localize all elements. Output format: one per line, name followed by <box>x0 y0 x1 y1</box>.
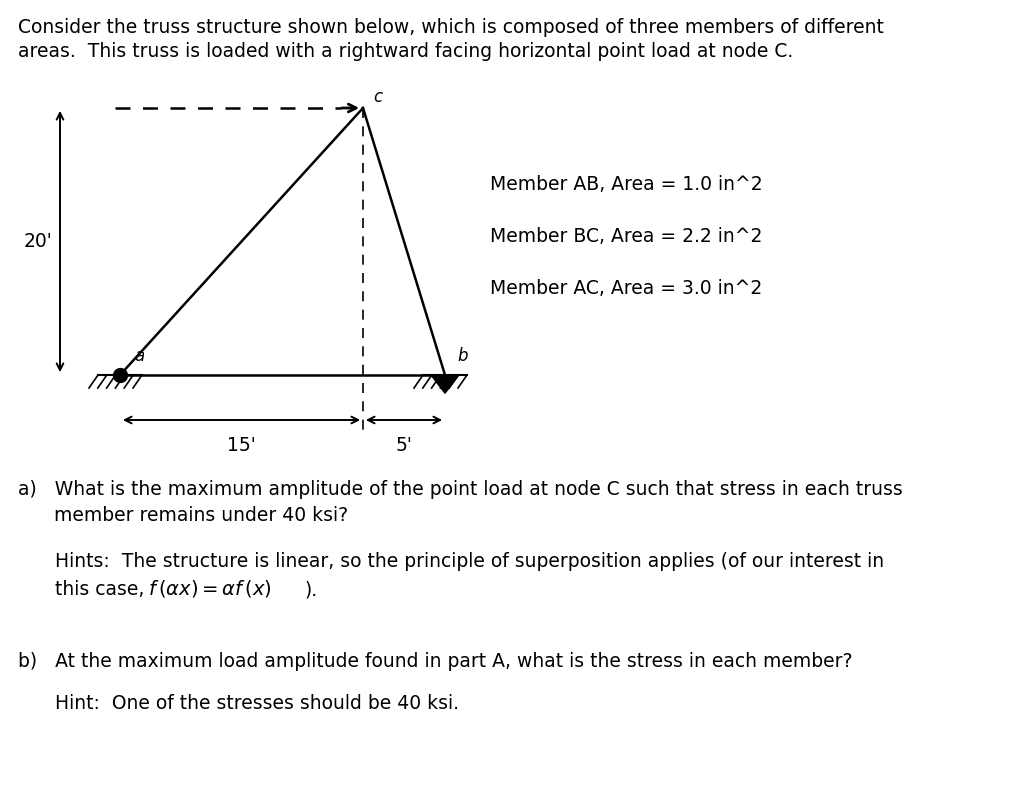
Text: 20': 20' <box>24 232 52 251</box>
Text: b: b <box>457 347 468 365</box>
Text: this case,: this case, <box>55 580 151 599</box>
Text: 15': 15' <box>227 436 256 455</box>
Text: ).: ). <box>305 580 318 599</box>
Text: Hint:  One of the stresses should be 40 ksi.: Hint: One of the stresses should be 40 k… <box>55 694 459 713</box>
Text: 5': 5' <box>395 436 413 455</box>
Text: Member AC, Area = 3.0 in^2: Member AC, Area = 3.0 in^2 <box>490 279 762 298</box>
Text: member remains under 40 ksi?: member remains under 40 ksi? <box>18 506 348 525</box>
Text: areas.  This truss is loaded with a rightward facing horizontal point load at no: areas. This truss is loaded with a right… <box>18 42 794 61</box>
Text: Consider the truss structure shown below, which is composed of three members of : Consider the truss structure shown below… <box>18 18 884 37</box>
Polygon shape <box>431 375 459 393</box>
Text: c: c <box>373 88 382 106</box>
Text: a)   What is the maximum amplitude of the point load at node C such that stress : a) What is the maximum amplitude of the … <box>18 480 903 499</box>
Text: b)   At the maximum load amplitude found in part A, what is the stress in each m: b) At the maximum load amplitude found i… <box>18 652 853 671</box>
Text: Member AB, Area = 1.0 in^2: Member AB, Area = 1.0 in^2 <box>490 175 763 194</box>
Text: Member BC, Area = 2.2 in^2: Member BC, Area = 2.2 in^2 <box>490 227 763 246</box>
Text: a: a <box>134 347 144 365</box>
Text: Hints:  The structure is linear, so the principle of superposition applies (of o: Hints: The structure is linear, so the p… <box>55 552 884 571</box>
Text: $f\,(\alpha x) = \alpha f\,(x)$: $f\,(\alpha x) = \alpha f\,(x)$ <box>148 578 271 599</box>
